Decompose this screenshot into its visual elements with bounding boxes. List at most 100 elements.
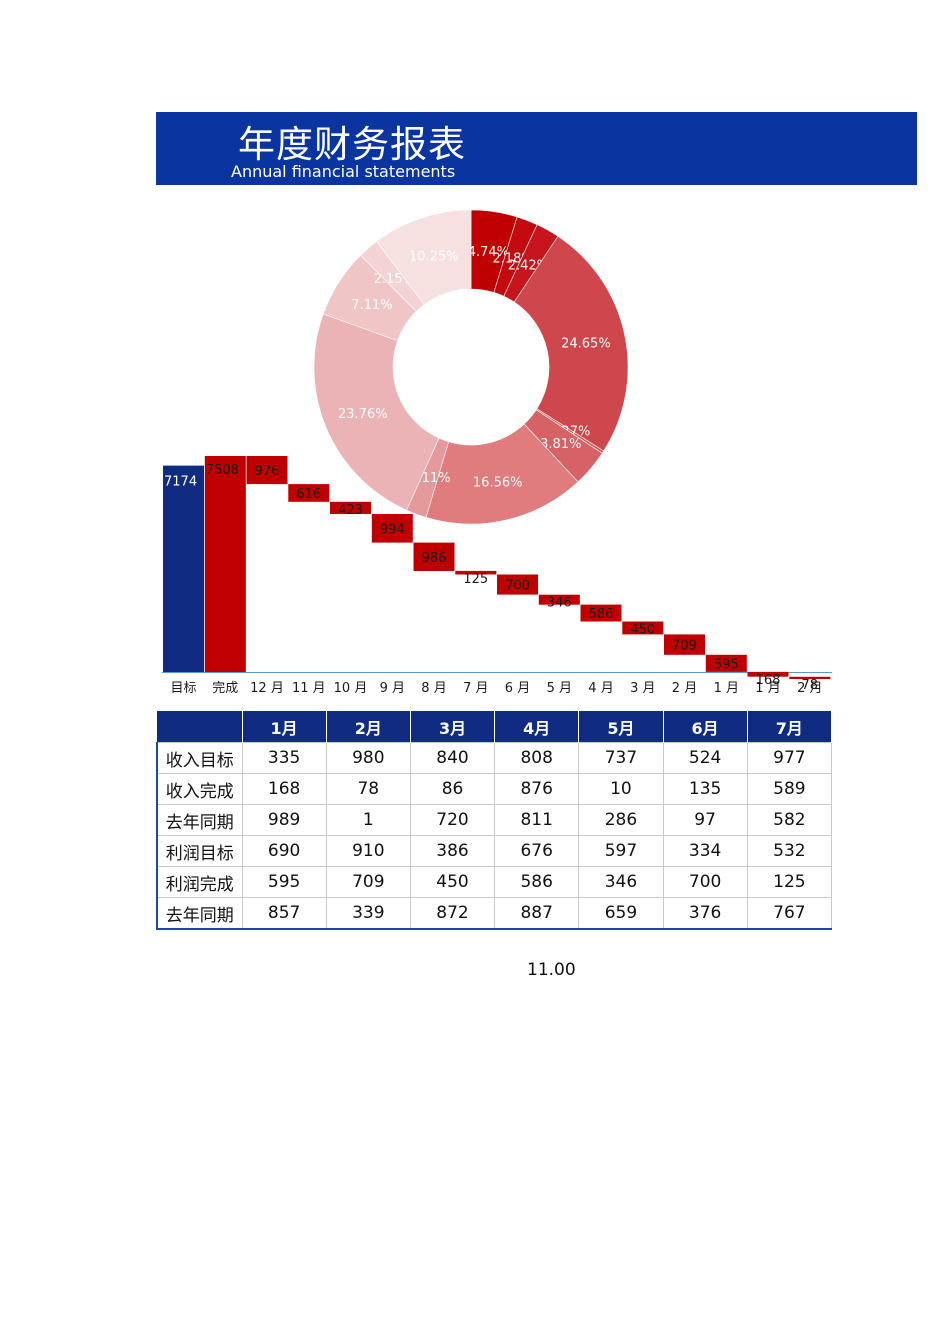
table-cell: 1 — [325, 804, 411, 836]
waterfall-step-bar — [371, 514, 413, 543]
table-cell: 524 — [662, 742, 748, 774]
table-row: 收入目标 335 980 840 808 737 524 977 — [156, 742, 833, 774]
waterfall-category-label: 3 月 — [630, 681, 655, 696]
table-header-cell: 3月 — [410, 711, 496, 743]
waterfall-value-label: 595 — [714, 657, 739, 672]
table-cell: 334 — [662, 835, 748, 867]
table-cell: 346 — [578, 866, 664, 898]
table-cell: 168 — [241, 773, 327, 805]
table-cell: 989 — [241, 804, 327, 836]
donut-slice — [376, 209, 472, 306]
waterfall-step-bar — [664, 634, 705, 655]
waterfall-step-bar — [330, 501, 371, 514]
row-label: 利润目标 — [156, 835, 243, 867]
table-cell: 450 — [409, 866, 496, 898]
target-bar — [163, 465, 204, 672]
waterfall-step-bar — [580, 604, 622, 622]
table-cell: 589 — [746, 773, 833, 805]
waterfall-value-label: 976 — [255, 464, 280, 479]
waterfall-value-label: 423 — [338, 503, 363, 518]
table-cell: 767 — [746, 897, 833, 930]
row-label: 收入目标 — [156, 742, 243, 774]
table-cell: 97 — [662, 804, 748, 836]
table-cell: 335 — [241, 742, 327, 774]
waterfall-step-bar — [789, 676, 831, 679]
table-cell: 125 — [746, 866, 833, 898]
table-cell: 10 — [578, 773, 664, 805]
table-header-cell: 1月 — [242, 711, 327, 743]
table-cell: 910 — [325, 835, 411, 867]
table-cell: 339 — [325, 897, 411, 930]
waterfall-step-bar — [288, 484, 330, 502]
donut-slice-label: 4.74% — [468, 245, 509, 260]
table-cell: 808 — [494, 742, 580, 774]
report-subtitle: Annual financial statements — [231, 162, 456, 181]
waterfall-category-label: 1 月 — [714, 681, 739, 696]
charts-canvas: 7174 目标 7508 完成 976 12 月 616 11 月 423 10 月 994 9 月 9… — [162, 209, 832, 696]
waterfall-value-label: 78 — [802, 678, 819, 693]
waterfall-category-label: 11 月 — [292, 681, 326, 696]
report-header: 年度财务报表 Annual financial statements — [156, 112, 917, 185]
table-cell: 286 — [578, 804, 664, 836]
waterfall-category-label: 5 月 — [547, 681, 572, 696]
footer-value: 11.00 — [527, 960, 576, 980]
waterfall-category-label: 2 月 — [797, 681, 822, 696]
waterfall-step-bar — [497, 574, 538, 595]
waterfall-category-label: 10 月 — [334, 681, 368, 696]
row-label: 去年同期 — [156, 897, 243, 930]
table-header-cell: 4月 — [494, 711, 580, 743]
table-cell: 720 — [409, 804, 496, 836]
table-row: 利润完成 595 709 450 586 346 700 125 — [156, 866, 833, 898]
table-cell: 700 — [662, 866, 748, 898]
waterfall-value-label: 709 — [672, 639, 697, 654]
table-cell: 872 — [409, 897, 496, 930]
waterfall-category-label: 2 月 — [672, 681, 697, 696]
table-cell: 532 — [746, 835, 833, 867]
waterfall-value-label: 346 — [547, 596, 572, 611]
report-title: 年度财务报表 — [238, 123, 466, 166]
donut-slice-label: 10.25% — [409, 250, 459, 265]
table-cell: 690 — [241, 835, 327, 867]
table-cell: 737 — [578, 742, 664, 774]
donut-slice-label: 7.11% — [351, 298, 392, 313]
table-cell: 586 — [494, 866, 580, 898]
waterfall-category-label: 7 月 — [463, 681, 488, 696]
waterfall-chart: 7174 目标 7508 完成 976 12 月 616 11 月 423 10 月 994 9 月 9… — [162, 456, 832, 696]
table-row: 利润目标 690 910 386 676 597 334 532 — [156, 835, 833, 867]
table-cell: 135 — [662, 773, 748, 805]
donut-slice-label: 23.76% — [338, 407, 388, 422]
row-label: 收入完成 — [156, 773, 243, 805]
donut-slice-label: 24.65% — [561, 337, 611, 352]
table-cell: 582 — [746, 804, 833, 836]
waterfall-value-label: 450 — [630, 623, 655, 638]
donut-slice — [513, 235, 629, 452]
waterfall-value-label: 616 — [296, 487, 321, 502]
waterfall-step-bar — [705, 654, 747, 672]
table-cell: 709 — [325, 866, 411, 898]
complete-bar — [204, 456, 246, 672]
waterfall-value-label: 125 — [463, 572, 488, 587]
table-header-cell: 5月 — [578, 711, 664, 743]
table-row: 去年同期 857 339 872 887 659 376 767 — [156, 897, 833, 930]
table-cell: 597 — [578, 835, 664, 867]
donut-slice — [313, 313, 440, 511]
waterfall-category-label: 4 月 — [588, 681, 613, 696]
donut-slice-label: 16.56% — [473, 475, 523, 490]
waterfall-value-label: 586 — [589, 607, 614, 622]
waterfall-category-label: 8 月 — [421, 681, 446, 696]
waterfall-value-label: 700 — [505, 579, 530, 594]
waterfall-category-label: 1 月 — [755, 681, 780, 696]
table-cell: 887 — [494, 897, 580, 930]
table-cell: 376 — [662, 897, 748, 930]
monthly-data-table: 1月 2月 3月 4月 5月 6月 7月 收入目标 335 980 840 80… — [156, 711, 833, 930]
waterfall-value-label: 7508 — [206, 463, 239, 478]
table-cell: 980 — [325, 742, 411, 774]
table-cell: 86 — [409, 773, 496, 805]
row-label: 去年同期 — [156, 804, 243, 836]
table-cell: 78 — [325, 773, 411, 805]
waterfall-category-label: 12 月 — [250, 681, 284, 696]
waterfall-step-bar — [413, 542, 455, 571]
table-header-cell: 2月 — [326, 711, 411, 743]
waterfall-step-bar — [622, 621, 664, 635]
table-cell: 676 — [494, 835, 580, 867]
